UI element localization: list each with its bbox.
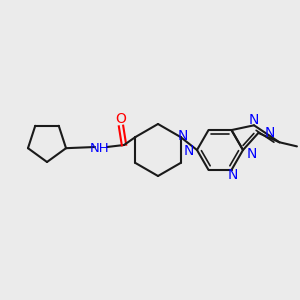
Text: NH: NH <box>90 142 110 154</box>
Text: N: N <box>177 129 188 143</box>
Text: N: N <box>184 144 194 158</box>
Text: N: N <box>249 113 259 127</box>
Text: N: N <box>264 126 275 140</box>
Text: N: N <box>247 147 257 161</box>
Text: N: N <box>227 168 238 182</box>
Text: O: O <box>116 112 126 126</box>
